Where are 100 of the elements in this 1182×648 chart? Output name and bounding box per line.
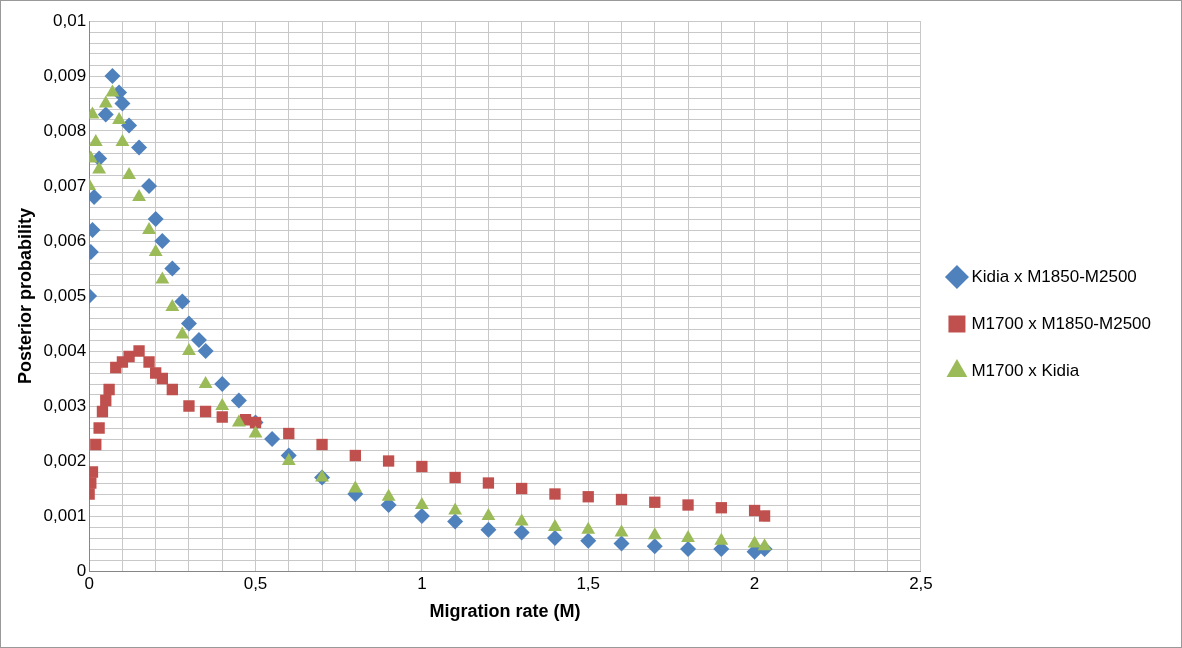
legend-label: M1700 x M1850-M2500 — [971, 313, 1151, 333]
point — [216, 411, 228, 423]
point — [582, 491, 594, 503]
point — [96, 405, 109, 418]
point — [481, 508, 496, 520]
point — [714, 532, 729, 545]
point — [166, 383, 178, 396]
point — [681, 530, 695, 542]
point — [190, 332, 207, 348]
point — [381, 488, 396, 501]
point — [115, 134, 130, 146]
point — [413, 508, 430, 524]
point — [414, 497, 429, 509]
point — [548, 519, 562, 531]
point — [758, 510, 771, 522]
y-tick-label: 0,001 — [43, 505, 87, 525]
point — [748, 504, 761, 517]
point — [614, 524, 629, 537]
point — [104, 68, 121, 84]
y-tick-label: 0,005 — [43, 285, 87, 305]
y-tick-label: 0,008 — [43, 120, 87, 140]
point — [513, 524, 530, 541]
point — [143, 356, 155, 368]
point — [514, 513, 529, 526]
point — [156, 372, 168, 385]
x-axis-title: Migration rate (M) — [429, 601, 581, 622]
point — [248, 425, 263, 438]
point — [283, 427, 295, 440]
point — [647, 527, 662, 540]
x-tick-label: 0,5 — [243, 573, 268, 593]
point — [449, 471, 461, 484]
point — [615, 493, 628, 506]
point — [264, 431, 281, 447]
point — [230, 392, 247, 409]
point — [89, 466, 99, 478]
point — [382, 455, 395, 467]
y-tick-label: 0,003 — [43, 395, 87, 415]
y-tick-label: 0,004 — [43, 340, 87, 360]
point — [613, 535, 630, 552]
point — [315, 469, 329, 482]
point — [447, 513, 464, 530]
point — [214, 376, 231, 392]
point — [133, 345, 145, 357]
point — [103, 383, 115, 396]
point — [757, 538, 772, 551]
point — [98, 95, 113, 108]
point — [114, 95, 131, 112]
point — [148, 244, 163, 256]
point — [131, 139, 148, 156]
point — [482, 477, 495, 489]
point — [100, 394, 112, 407]
point — [199, 405, 212, 418]
y-tick-label: 0,01 — [53, 10, 87, 30]
point — [281, 453, 296, 465]
point — [97, 106, 114, 123]
point — [93, 422, 105, 434]
legend-label: Kidia x M1850-M2500 — [971, 266, 1137, 286]
point — [649, 496, 661, 508]
point — [175, 326, 190, 339]
point — [747, 535, 762, 548]
point — [132, 189, 146, 201]
point — [121, 117, 138, 134]
point — [141, 178, 158, 194]
point — [581, 521, 596, 534]
x-tick-label: 2,5 — [909, 573, 933, 593]
point — [122, 167, 136, 179]
point — [349, 449, 361, 462]
point — [165, 299, 180, 311]
point — [231, 414, 246, 427]
point — [112, 112, 127, 124]
legend-label: M1700 x Kidia — [971, 360, 1080, 380]
point — [90, 438, 102, 451]
point — [516, 482, 528, 495]
point — [682, 499, 694, 511]
point — [155, 271, 170, 284]
point — [348, 480, 363, 493]
point — [448, 502, 463, 515]
point — [197, 343, 214, 359]
point — [198, 376, 213, 388]
point — [183, 400, 195, 412]
y-tick-label: 0,002 — [43, 450, 87, 470]
x-tick-label: 1 — [417, 573, 427, 593]
point — [646, 538, 663, 555]
y-tick-label: 0,006 — [43, 230, 87, 250]
point — [174, 293, 191, 310]
point — [92, 161, 107, 174]
x-tick-label: 2 — [749, 573, 760, 593]
point — [142, 222, 156, 234]
point — [180, 315, 197, 332]
point — [147, 211, 164, 227]
point — [580, 532, 597, 549]
x-tick-label: 1,5 — [576, 573, 601, 593]
point — [164, 260, 181, 277]
point — [154, 233, 171, 249]
point — [123, 350, 135, 363]
y-axis-title: Posterior probability — [14, 207, 35, 385]
point — [316, 438, 328, 451]
point — [182, 343, 196, 355]
point — [546, 530, 563, 546]
point — [89, 134, 103, 146]
